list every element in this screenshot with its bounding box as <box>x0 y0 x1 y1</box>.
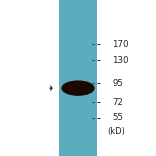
Text: 130: 130 <box>112 56 129 65</box>
Ellipse shape <box>62 81 94 95</box>
Text: 95: 95 <box>112 79 123 88</box>
Text: (kD): (kD) <box>107 127 125 136</box>
Text: 55: 55 <box>112 113 123 122</box>
Text: 170: 170 <box>112 40 129 49</box>
Text: 72: 72 <box>112 98 123 107</box>
Bar <box>59 0 97 156</box>
